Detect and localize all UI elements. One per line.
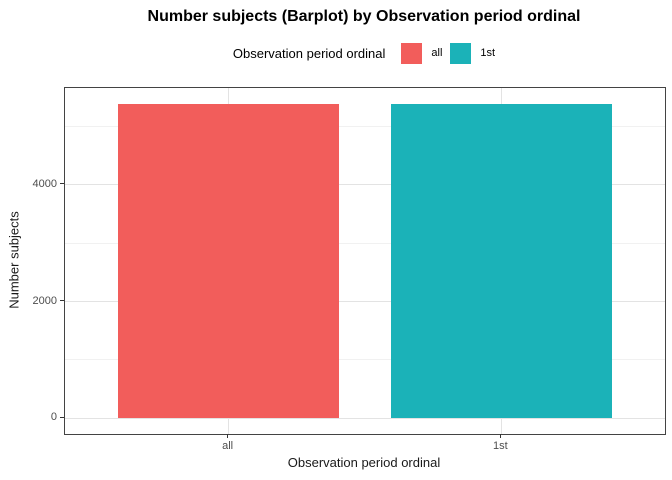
legend-key-label: all [431, 47, 443, 59]
legend: Observation period ordinal all 1st [64, 41, 664, 65]
y-gridline-major [65, 301, 665, 303]
y-gridline-minor [65, 359, 665, 361]
y-axis-title: Number subjects [6, 211, 22, 309]
x-tick-label: all [222, 440, 234, 452]
y-gridline-minor [65, 242, 665, 244]
legend-key-swatch [401, 42, 423, 64]
legend-items: all 1st [393, 42, 496, 64]
y-tick-label: 4000 [32, 177, 57, 190]
legend-item-1st: 1st [450, 42, 496, 64]
y-tick-label: 0 [50, 411, 57, 424]
x-tick-label: 1st [493, 440, 508, 452]
y-tick-mark [60, 300, 64, 302]
x-axis-title: Observation period ordinal [287, 455, 441, 470]
y-gridline-major [65, 417, 665, 419]
x-tick-mark [227, 434, 229, 438]
bar-1st [390, 103, 612, 419]
y-tick-label: 2000 [32, 294, 57, 307]
legend-item-all: all [401, 42, 443, 64]
y-gridline-major [65, 184, 665, 186]
chart-title: Number subjects (Barplot) by Observation… [147, 8, 581, 25]
x-tick-mark [499, 434, 501, 438]
y-tick-mark [60, 183, 64, 185]
plot-panel [64, 87, 666, 435]
y-gridline-minor [65, 126, 665, 127]
bar-all [118, 103, 340, 419]
legend-key-swatch [450, 42, 472, 64]
legend-title: Observation period ordinal [232, 45, 386, 61]
legend-key-label: 1st [480, 47, 496, 59]
y-tick-mark [60, 416, 64, 418]
